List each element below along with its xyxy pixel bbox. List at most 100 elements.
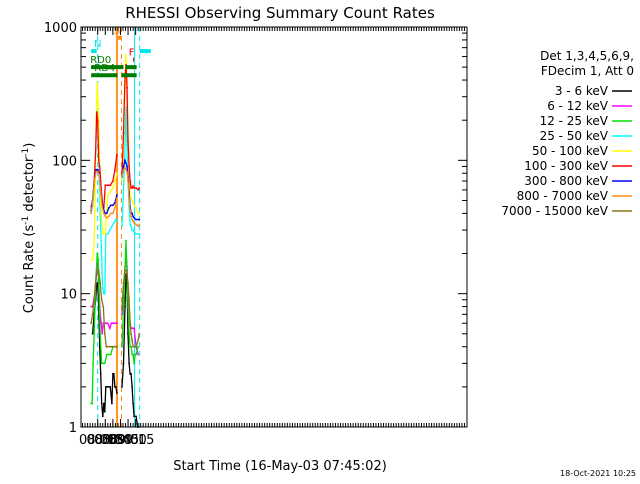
series-8-point-14 <box>113 345 115 348</box>
series-7-point-19 <box>125 168 127 171</box>
series-3-point-10 <box>100 258 103 261</box>
series-0-point-6 <box>98 345 101 348</box>
series-8-point-4 <box>96 269 99 272</box>
series-3-point-26 <box>126 144 128 147</box>
series-6-point-13 <box>112 204 114 207</box>
series-0-point-14 <box>107 386 110 388</box>
legend-label-6: 300 - 800 keV <box>524 174 608 188</box>
series-4-point-14 <box>106 194 109 196</box>
series-0-point-30 <box>130 373 133 375</box>
series-8-point-1 <box>91 313 94 316</box>
series-3-point-17 <box>108 229 111 232</box>
series-8-point-2 <box>93 298 96 301</box>
series-8-point-23 <box>129 322 132 325</box>
series-8-point-10 <box>105 345 108 348</box>
series-8-point-5 <box>97 269 100 272</box>
series-7-point-9 <box>104 215 107 218</box>
x-tick-label-4: 09:00 <box>109 433 146 448</box>
series-0-point-21 <box>116 392 118 394</box>
series-8-point-18 <box>122 282 125 284</box>
series-3-point-16 <box>106 233 109 235</box>
series-4-point-6 <box>97 104 100 106</box>
legend-label-8: 7000 - 15000 keV <box>501 204 608 218</box>
series-7-point-15 <box>116 197 118 200</box>
series-8-point-24 <box>130 332 133 335</box>
series-7-point-4 <box>96 170 99 173</box>
series-7-point-7 <box>101 205 104 208</box>
series-5-point-12 <box>104 184 107 187</box>
series-2-line-0 <box>91 253 117 405</box>
series-7-point-12 <box>109 212 112 215</box>
series-7-point-3 <box>95 170 98 173</box>
series-8-point-13 <box>111 345 113 348</box>
series-5-point-27 <box>131 187 134 189</box>
series-5-point-5 <box>96 119 99 122</box>
series-5-point-25 <box>129 180 132 182</box>
series-7-point-14 <box>114 207 116 209</box>
series-7-point-24 <box>130 215 133 218</box>
y-axis-label-sup2: -1 <box>21 148 31 157</box>
series-5-point-31 <box>137 189 140 191</box>
series-8-point-30 <box>137 339 140 341</box>
y-axis-label-pre: Count Rate (s <box>22 225 37 314</box>
series-7-group <box>90 166 141 228</box>
series-5-point-22 <box>126 86 128 89</box>
series-3-point-18 <box>111 225 113 228</box>
series-0-point-20 <box>115 386 117 388</box>
series-3-point-12 <box>101 287 104 289</box>
series-1-point-17 <box>114 322 116 325</box>
series-2-point-10 <box>102 362 105 365</box>
legend-label-0: 3 - 6 keV <box>555 84 609 98</box>
series-6-point-18 <box>124 159 126 162</box>
series-0-point-22 <box>121 386 123 388</box>
series-0-point-0 <box>91 332 94 335</box>
series-0-point-10 <box>102 402 105 405</box>
flag-rd4-label: RD4 <box>94 63 115 74</box>
series-3-point-36 <box>138 233 141 235</box>
series-2-point-11 <box>103 362 106 365</box>
x-tick-label-0: 08:00 <box>79 433 116 448</box>
series-0-point-11 <box>103 410 106 413</box>
series-8-point-8 <box>102 305 105 308</box>
series-3-point-24 <box>124 144 126 147</box>
series-4-point-29 <box>132 201 135 204</box>
legend-label-3: 25 - 50 keV <box>540 129 609 143</box>
series-4-point-5 <box>96 82 99 84</box>
series-2-point-2 <box>92 362 94 365</box>
series-4-point-16 <box>112 187 114 189</box>
series-6-point-28 <box>135 218 138 221</box>
series-0-point-16 <box>111 402 113 405</box>
series-4-point-1 <box>91 258 94 261</box>
series-3-point-21 <box>116 220 118 223</box>
series-0-point-13 <box>106 386 109 388</box>
series-2-point-19 <box>122 305 125 308</box>
series-5-point-29 <box>133 187 136 189</box>
series-1-point-12 <box>104 322 107 325</box>
series-2-point-13 <box>107 353 110 356</box>
series-7-point-30 <box>138 223 141 226</box>
series-3-point-14 <box>103 292 106 295</box>
series-5-point-16 <box>114 168 116 171</box>
series-7-point-18 <box>124 166 126 169</box>
series-4-point-22 <box>125 53 127 56</box>
series-7-point-20 <box>126 170 128 173</box>
series-8-point-16 <box>116 345 118 348</box>
series-8-point-17 <box>121 305 123 308</box>
series-4-point-17 <box>114 180 116 182</box>
generated-timestamp: 18-Oct-2021 10:25 <box>560 469 636 478</box>
series-8-point-19 <box>124 269 126 272</box>
series-1-point-8 <box>100 322 103 325</box>
series-2-point-29 <box>133 362 136 365</box>
series-7-point-0 <box>90 212 92 215</box>
series-1-point-19 <box>121 313 123 316</box>
series-2-point-7 <box>98 298 101 301</box>
series-7-point-25 <box>131 218 134 221</box>
series-3-point-20 <box>115 218 117 221</box>
series-4-point-9 <box>100 212 103 215</box>
series-5-point-24 <box>128 165 131 168</box>
series-4-point-30 <box>133 204 136 207</box>
y-tick-label-0: 1 <box>69 421 77 436</box>
series-6-point-17 <box>122 165 125 168</box>
